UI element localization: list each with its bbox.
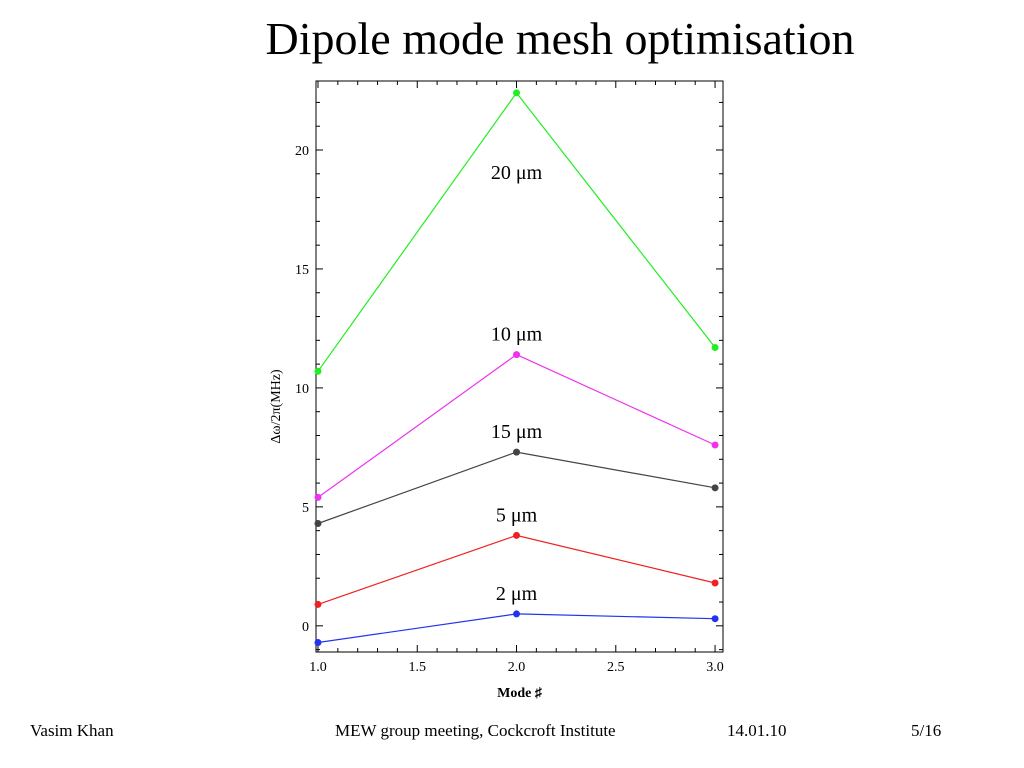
footer-author: Vasim Khan (30, 721, 114, 740)
slide-title: Dipole mode mesh optimisation (265, 13, 855, 64)
y-tick-label: 15 (295, 263, 309, 278)
x-axis-label: Mode ♯ (497, 686, 543, 701)
series-label: 10 μm (491, 324, 543, 346)
x-tick-label: 2.0 (508, 660, 526, 675)
footer-page-number: 5/16 (911, 721, 942, 740)
data-point (513, 351, 521, 359)
y-tick-label: 20 (295, 144, 309, 159)
data-point (513, 610, 521, 618)
data-point (711, 484, 719, 492)
data-point (513, 531, 521, 539)
y-tick-label: 5 (302, 501, 309, 516)
series-label: 2 μm (496, 583, 538, 605)
data-point (314, 520, 322, 528)
y-axis-label: Δω/2π(MHz) (269, 369, 284, 444)
footer-date: 14.01.10 (727, 721, 787, 740)
y-tick-label: 10 (295, 382, 309, 397)
data-point (314, 367, 322, 375)
data-point (314, 638, 322, 646)
data-point (314, 493, 322, 501)
data-point (314, 600, 322, 608)
y-tick-label: 0 (302, 620, 309, 635)
data-point (513, 89, 521, 97)
x-tick-label: 3.0 (706, 660, 724, 675)
footer-event: MEW group meeting, Cockcroft Institute (335, 721, 616, 740)
data-point (711, 343, 719, 351)
data-point (711, 615, 719, 623)
x-tick-label: 1.5 (409, 660, 427, 675)
plot-frame (315, 80, 724, 653)
data-point (711, 579, 719, 587)
series-label: 5 μm (496, 504, 538, 526)
x-tick-label: 2.5 (607, 660, 625, 675)
series-label: 15 μm (491, 421, 543, 443)
series-label: 20 μm (491, 162, 543, 184)
data-point (711, 441, 719, 449)
series-line (317, 613, 716, 644)
x-tick-label: 1.0 (309, 660, 327, 675)
data-point (513, 448, 521, 456)
